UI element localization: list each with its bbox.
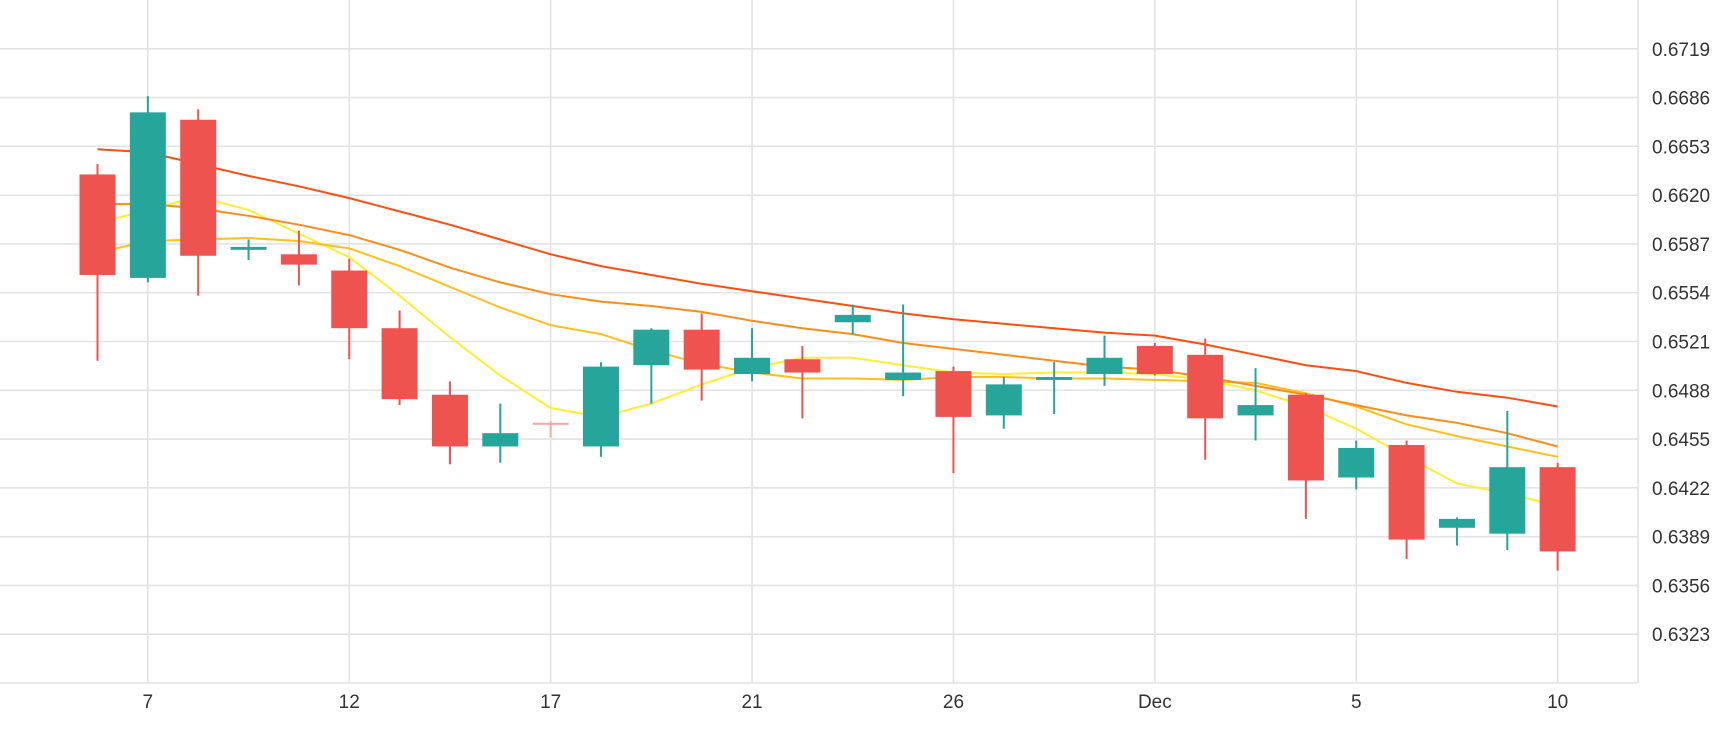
candle-body (532, 422, 569, 425)
candle (381, 310, 418, 406)
x-tick-label: 10 (1547, 692, 1568, 713)
candle-body (1338, 447, 1375, 478)
candle-body (734, 357, 771, 375)
candle-body (129, 112, 166, 278)
y-tick-label: 0.6653 (1652, 137, 1710, 158)
candle (633, 328, 670, 404)
x-tick-label: 21 (741, 692, 762, 713)
candle-body (1187, 354, 1224, 419)
candle-body (331, 270, 368, 329)
candle (1539, 462, 1576, 571)
candle-body (885, 372, 922, 380)
candle-body (280, 254, 317, 265)
x-tick-label: 26 (943, 692, 964, 713)
candle (1086, 335, 1123, 386)
candle-body (583, 366, 619, 447)
candle-body (1438, 518, 1475, 528)
candles (79, 96, 1576, 571)
candle (1489, 410, 1526, 550)
y-tick-label: 0.6719 (1652, 40, 1710, 61)
candle-body (431, 394, 468, 447)
candle-body (834, 314, 871, 323)
candle-body (633, 329, 670, 366)
candle-body (784, 359, 821, 373)
moving-average-line-2 (97, 236, 1558, 458)
candle-body (935, 371, 972, 417)
x-tick-label: 7 (143, 692, 154, 713)
y-tick-label: 0.6587 (1652, 235, 1710, 256)
x-tick-label: 5 (1351, 692, 1362, 713)
candle (935, 366, 972, 474)
x-tick-label: 12 (339, 692, 360, 713)
candle (331, 258, 368, 360)
candle (1136, 342, 1173, 376)
candle (482, 403, 519, 463)
x-tick-label: 17 (540, 692, 561, 713)
candle-body (1388, 444, 1425, 540)
candle (683, 313, 720, 401)
y-tick-label: 0.6389 (1652, 528, 1710, 549)
candle-body (1489, 467, 1526, 534)
candle-body (1287, 394, 1324, 481)
candle-body (1036, 376, 1073, 380)
y-axis-ticks: 0.6323 0.6356 0.6389 0.6422 0.6455 0.6488 0.65… (1652, 40, 1711, 646)
candle (1388, 440, 1425, 559)
candle (79, 164, 116, 361)
y-tick-label: 0.6356 (1652, 576, 1710, 597)
candle (834, 304, 871, 335)
candle-body (1237, 405, 1274, 416)
y-tick-label: 0.6554 (1652, 284, 1711, 305)
candle-body (1539, 467, 1576, 552)
candle (129, 96, 166, 283)
candle-body (683, 329, 720, 370)
candle-body (180, 119, 217, 256)
candle (1036, 362, 1073, 414)
y-tick-label: 0.6521 (1652, 333, 1710, 354)
y-tick-label: 0.6455 (1652, 430, 1710, 451)
candle (1187, 338, 1224, 460)
candle (180, 109, 217, 296)
candle (532, 421, 569, 438)
y-tick-label: 0.6686 (1652, 89, 1710, 110)
y-tick-label: 0.6422 (1652, 479, 1710, 500)
x-tick-label: Dec (1138, 692, 1172, 713)
candle-body (985, 384, 1022, 416)
candle (885, 304, 922, 397)
candle-body (1136, 345, 1173, 375)
candle (431, 381, 468, 465)
candle (230, 239, 267, 261)
candle (1438, 517, 1475, 546)
candle (985, 376, 1022, 429)
y-tick-label: 0.6323 (1652, 625, 1710, 646)
grid (0, 0, 1639, 684)
moving-average-line-3 (97, 203, 1558, 448)
y-tick-label: 0.6488 (1652, 381, 1710, 402)
candle-body (482, 433, 519, 447)
candle-body (79, 174, 116, 275)
candle (734, 328, 771, 382)
candle (280, 230, 317, 286)
candle (583, 362, 619, 457)
candle-body (1086, 357, 1123, 375)
candle (784, 345, 821, 419)
x-axis-ticks: 7 12 17 21 26 Dec 5 10 (143, 692, 1569, 713)
candle (1338, 440, 1375, 490)
moving-average-line-4 (97, 148, 1558, 408)
candle (1287, 393, 1324, 519)
candle-body (230, 246, 267, 250)
candle-body (381, 328, 418, 400)
y-tick-label: 0.6620 (1652, 186, 1710, 207)
candle (1237, 368, 1274, 441)
